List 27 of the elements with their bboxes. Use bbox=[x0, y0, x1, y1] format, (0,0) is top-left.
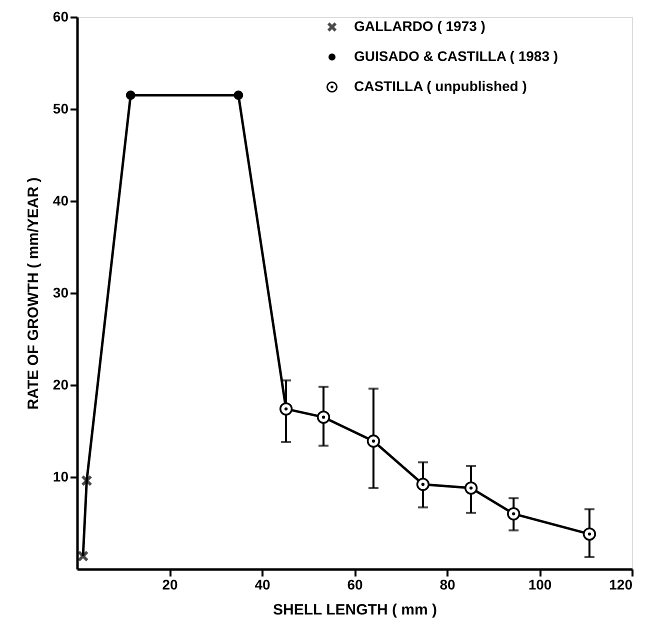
y-tick-label: 10 bbox=[52, 468, 69, 484]
point bbox=[279, 402, 293, 416]
x-tick-label: 80 bbox=[440, 576, 456, 592]
x-tick-label: 60 bbox=[347, 576, 363, 592]
point bbox=[234, 90, 244, 100]
y-axis-title: RATE OF GROWTH ( mm/YEAR ) bbox=[24, 177, 42, 410]
legend-label: GUISADO & CASTILLA ( 1983 ) bbox=[354, 48, 558, 64]
x-tick-label: 40 bbox=[254, 576, 270, 592]
x-tick-label: 20 bbox=[162, 576, 178, 592]
legend-label: GALLARDO ( 1973 ) bbox=[354, 18, 486, 34]
point bbox=[77, 550, 89, 562]
y-tick-label: 60 bbox=[52, 8, 69, 24]
point bbox=[366, 434, 380, 448]
point bbox=[126, 90, 136, 100]
x-tick-label: 100 bbox=[528, 576, 552, 592]
y-tick-label: 40 bbox=[52, 192, 69, 208]
legend-label: CASTILLA ( unpublished ) bbox=[354, 78, 527, 94]
y-tick-label: 30 bbox=[52, 284, 69, 300]
point bbox=[507, 507, 520, 520]
point bbox=[416, 478, 430, 491]
point bbox=[464, 481, 478, 495]
x-tick-label: 120 bbox=[609, 576, 633, 592]
y-tick-label: 50 bbox=[52, 100, 69, 116]
y-tick-label: 20 bbox=[52, 376, 69, 392]
x-axis-title: SHELL LENGTH ( mm ) bbox=[273, 602, 437, 618]
point bbox=[81, 474, 92, 486]
point bbox=[582, 527, 596, 541]
